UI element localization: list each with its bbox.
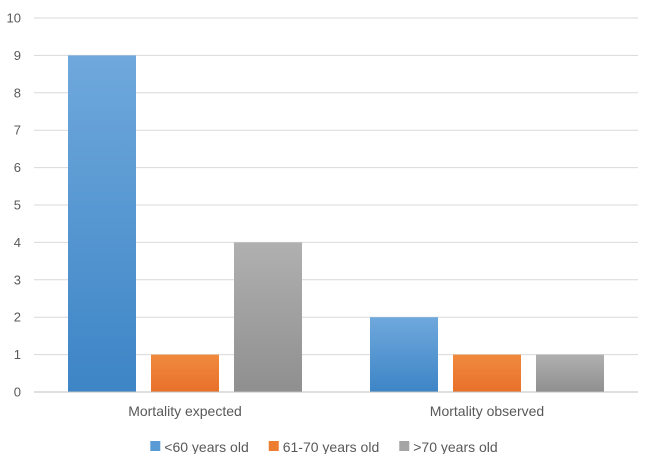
y-tick-label: 0 [14, 385, 21, 400]
y-tick-label: 7 [14, 123, 21, 138]
y-tick-label: 9 [14, 48, 21, 63]
y-tick-label: 6 [14, 160, 21, 175]
category-labels: Mortality expected Mortality observed [128, 403, 544, 419]
category-label: Mortality expected [128, 403, 242, 419]
legend-swatch-3 [399, 441, 410, 451]
y-tick-label: 5 [14, 198, 21, 213]
category-label: Mortality observed [430, 403, 544, 419]
y-tick-label: 8 [14, 85, 21, 100]
legend-swatch-1 [150, 441, 161, 451]
bar-2-1 [151, 354, 219, 392]
y-tick-label: 1 [14, 347, 21, 362]
bar-3-1 [234, 242, 302, 392]
bars [68, 55, 604, 393]
bar-3-2 [536, 354, 604, 392]
legend-label: <60 years old [164, 439, 248, 454]
legend: <60 years old 61-70 years old >70 years ol… [150, 439, 498, 454]
y-tick-label: 3 [14, 272, 21, 287]
y-axis-ticks: 0 1 2 3 4 5 6 7 8 9 10 [7, 11, 21, 400]
legend-swatch-2 [268, 441, 279, 451]
bar-1-2 [370, 317, 438, 392]
legend-label: >70 years old [413, 439, 497, 454]
y-tick-label: 4 [14, 235, 21, 250]
y-tick-label: 2 [14, 310, 21, 325]
bar-2-2 [453, 354, 521, 392]
legend-label: 61-70 years old [283, 439, 380, 454]
y-tick-label: 10 [7, 11, 21, 26]
bar-1-1 [68, 55, 136, 393]
